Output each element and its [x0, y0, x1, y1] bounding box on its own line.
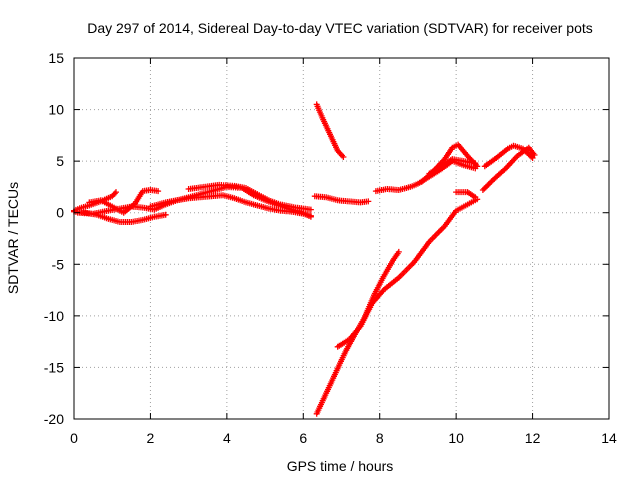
y-tick-label: 10 — [48, 102, 64, 118]
x-tick-label: 12 — [525, 430, 541, 446]
x-tick-label: 4 — [223, 430, 231, 446]
series-track-13 — [334, 196, 481, 350]
y-tick-label: 0 — [56, 205, 64, 221]
y-axis-label: SDTVAR / TECUs — [5, 182, 21, 294]
grid-lines — [74, 58, 609, 419]
series-track-8 — [311, 193, 372, 206]
chart-title: Day 297 of 2014, Sidereal Day-to-day VTE… — [87, 20, 593, 36]
data-series — [71, 101, 538, 417]
x-tick-label: 10 — [448, 430, 464, 446]
series-markers — [334, 196, 481, 350]
x-tick-label: 0 — [70, 430, 78, 446]
series-markers — [426, 156, 479, 177]
series-markers — [185, 181, 314, 213]
y-tick-label: 15 — [48, 50, 64, 66]
y-tick-label: -5 — [52, 256, 65, 272]
x-axis-label: GPS time / hours — [287, 458, 394, 474]
y-tick-label: -15 — [44, 359, 64, 375]
series-markers — [311, 193, 372, 206]
series-markers — [313, 101, 347, 160]
x-tick-label: 8 — [376, 430, 384, 446]
y-tick-labels: -20 -15 -10 -5 0 5 10 15 — [44, 50, 64, 427]
series-track-7 — [313, 101, 347, 160]
series-track-6 — [185, 181, 314, 213]
plot-frame — [73, 57, 610, 420]
series-track-11 — [426, 156, 479, 177]
series-track-14 — [453, 189, 479, 201]
x-tick-label: 14 — [601, 430, 617, 446]
y-tick-label: -10 — [44, 308, 64, 324]
y-tick-label: -20 — [44, 411, 64, 427]
axis-ticks — [73, 57, 610, 420]
series-track-16 — [481, 142, 536, 170]
series-markers — [481, 142, 536, 170]
x-tick-labels: 0 2 4 6 8 10 12 14 — [70, 430, 617, 446]
series-markers — [453, 189, 479, 201]
x-tick-label: 6 — [299, 430, 307, 446]
x-tick-label: 2 — [147, 430, 155, 446]
y-tick-label: 5 — [56, 153, 64, 169]
